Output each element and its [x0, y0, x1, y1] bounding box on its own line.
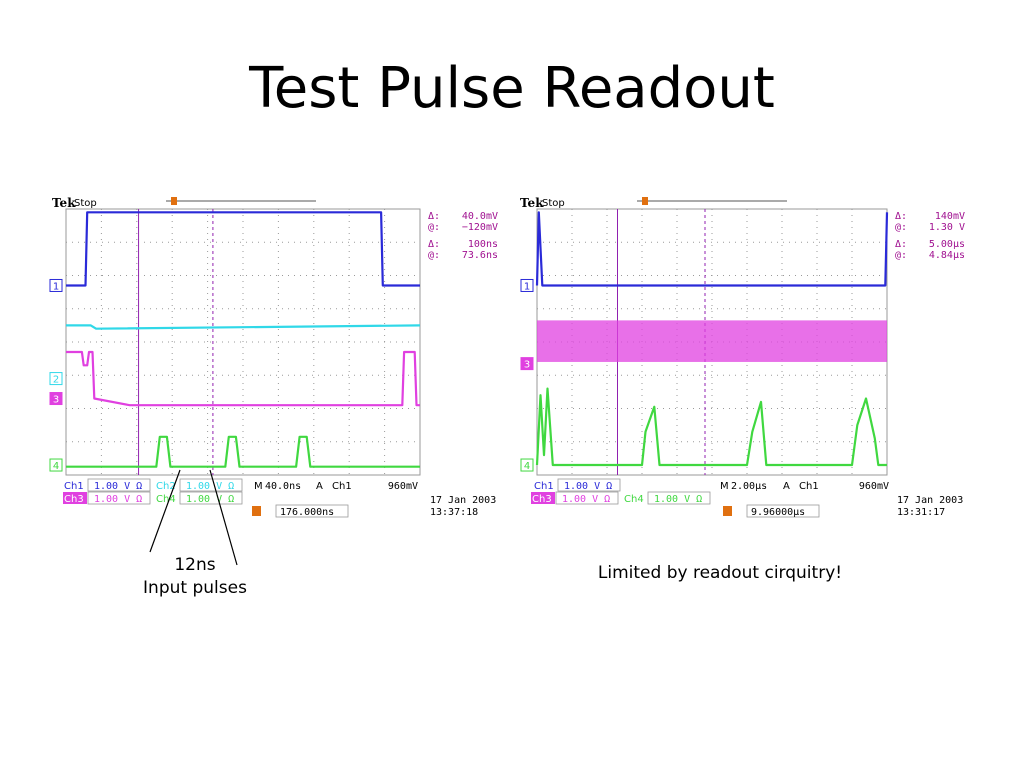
footer-ch1-label: Ch1: [534, 481, 554, 492]
trigger-position-icon: [723, 506, 732, 516]
footer-label-box: [531, 492, 555, 504]
footer-a-label: A: [316, 481, 323, 492]
scope-date: 17 Jan 2003: [430, 495, 496, 506]
footer-ch4-label: Ch4: [624, 494, 644, 505]
trigger-marker-icon: [642, 197, 648, 205]
trace-ch2: [66, 324, 421, 330]
note-input-pulses-line1: 12ns: [174, 555, 216, 575]
readout-value: 4.84µs: [929, 250, 965, 261]
footer-trigger-level: 960mV: [388, 481, 418, 492]
readout-symbol: Δ:: [428, 239, 440, 250]
footer-ch1-label: Ch1: [64, 481, 84, 492]
channel-marker-label: 3: [53, 395, 59, 406]
channel-marker-box: [49, 372, 63, 386]
readout-symbol: @:: [428, 250, 440, 261]
note-readout-limit: Limited by readout cirquitry!: [597, 563, 843, 583]
trigger-position-value: 9.96000µs: [751, 507, 805, 518]
trace-ch1: [66, 211, 420, 287]
scope-date: 17 Jan 2003: [897, 495, 963, 506]
footer-m-label: M: [720, 481, 729, 492]
channel-marker-label: 3: [524, 360, 530, 371]
readout-value: 140mV: [935, 211, 965, 222]
trace-ch3: [537, 320, 887, 362]
footer-a-value: Ch1: [332, 481, 352, 492]
readout-symbol: Δ:: [895, 239, 907, 250]
channel-marker-label: 4: [53, 461, 59, 472]
channel-marker-box: [49, 392, 63, 406]
note-input-pulses: 12ns Input pulses: [120, 554, 270, 600]
readout-value: −120mV: [462, 222, 498, 233]
scope-brand: Tek: [520, 196, 544, 210]
channel-marker-3: 3: [49, 392, 63, 406]
footer-m-value: 2.00µs: [731, 481, 767, 492]
footer-ch3-value: 1.00 V Ω: [94, 494, 142, 505]
footer-m-value: 40.0ns: [265, 481, 301, 492]
slide-title: Test Pulse Readout: [249, 56, 775, 121]
readout-value: 5.00µs: [929, 239, 965, 250]
channel-marker-box: [520, 278, 534, 292]
channel-marker-label: 1: [524, 281, 530, 292]
trace-ch1: [535, 211, 889, 287]
scope-status: Stop: [542, 198, 565, 209]
footer-ch4-box: [647, 491, 711, 505]
trigger-position-value: 176.000ns: [280, 507, 334, 518]
readout-symbol: @:: [428, 222, 440, 233]
footer-ch3-value: 1.00 V Ω: [562, 494, 610, 505]
readout-value: 73.6ns: [462, 250, 498, 261]
trigger-marker-icon: [171, 197, 177, 205]
footer-ch3-box: [555, 491, 619, 505]
readout-value: 1.30 V: [929, 222, 965, 233]
readout-value: 40.0mV: [462, 211, 498, 222]
footer-ch1-value: 1.00 V Ω: [94, 481, 142, 492]
readout-symbol: @:: [895, 250, 907, 261]
trigger-position-box: [275, 504, 349, 518]
channel-marker-1: 1: [49, 278, 63, 292]
scope-brand: Tek: [52, 196, 76, 210]
trace-ch3: [66, 350, 420, 407]
footer-label-box: [63, 492, 87, 504]
channel-marker-2: 2: [49, 372, 63, 386]
channel-marker-box: [49, 458, 63, 472]
readout-symbol: @:: [895, 222, 907, 233]
note-input-pulses-line2: Input pulses: [143, 578, 247, 598]
readout-symbol: Δ:: [895, 211, 907, 222]
footer-ch1-box: [557, 478, 621, 492]
channel-marker-box: [520, 357, 534, 371]
channel-marker-box: [49, 278, 63, 292]
channel-marker-4: 4: [520, 458, 534, 472]
footer-ch3-label: Ch3: [532, 494, 552, 505]
channel-marker-label: 2: [53, 375, 59, 386]
footer-ch4-value: 1.00 V Ω: [654, 494, 702, 505]
readout-symbol: Δ:: [428, 211, 440, 222]
channel-marker-label: 4: [524, 461, 530, 472]
footer-a-label: A: [783, 481, 790, 492]
footer-trigger-level: 960mV: [859, 481, 889, 492]
trigger-position-icon: [252, 506, 261, 516]
channel-marker-3: 3: [520, 357, 534, 371]
footer-ch1-value: 1.00 V Ω: [564, 481, 612, 492]
trace-ch4: [66, 435, 420, 468]
channel-marker-4: 4: [49, 458, 63, 472]
footer-a-value: Ch1: [799, 481, 819, 492]
footer-m-label: M: [254, 481, 263, 492]
footer-ch3-label: Ch3: [64, 494, 84, 505]
channel-marker-label: 1: [53, 281, 59, 292]
channel-marker-box: [520, 458, 534, 472]
scope-time: 13:37:18: [430, 507, 478, 518]
scope-status: Stop: [74, 198, 97, 209]
scope-time: 13:31:17: [897, 507, 945, 518]
trigger-position-box: [746, 504, 820, 518]
trace-ch4: [535, 387, 887, 467]
readout-value: 100ns: [468, 239, 498, 250]
channel-marker-1: 1: [520, 278, 534, 292]
